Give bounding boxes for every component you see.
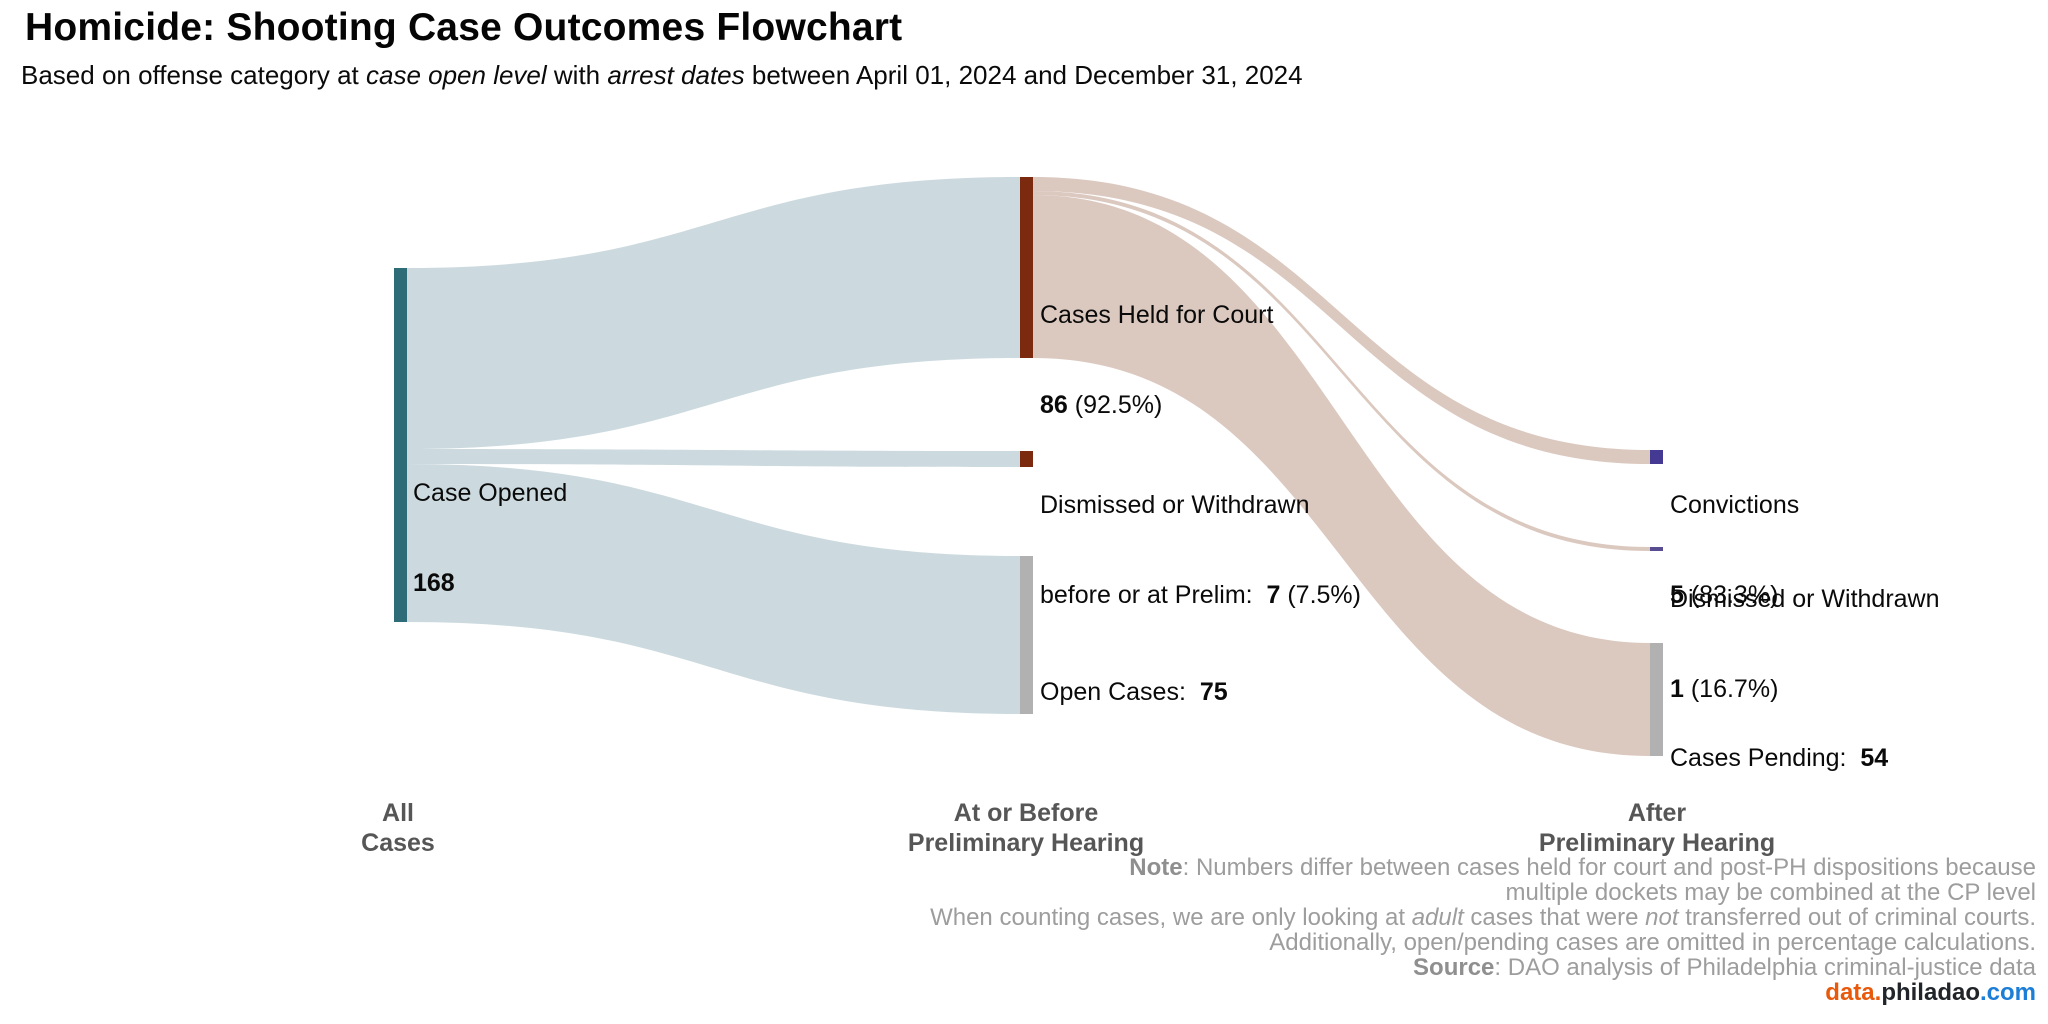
label-case-opened-title: Case Opened [413,479,568,507]
flow-case_opened-to-dism_prelim [407,449,1020,467]
label-dismissed-prelim-pct: (7.5%) [1280,581,1361,609]
label-case-opened: Case Opened 168 [413,418,567,658]
axis-all-line2: Cases [361,829,435,857]
footnotes: Note: Numbers differ between cases held … [930,855,2036,1005]
label-dismissed-after: Dismissed or Withdrawn 1 (16.7%) [1670,524,1940,764]
label-cases-pending: Cases Pending: 54 [1670,683,1888,833]
note-line-1-text: : Numbers differ between cases held for … [1182,854,2036,881]
note-line-3-post: transferred out of criminal courts. [1678,904,2036,931]
label-held-for-court: Cases Held for Court 86 (92.5%) [1040,240,1273,480]
label-convictions: Convictions 5 (83.3%) [1670,430,1799,670]
note-line-3-pre: When counting cases, we are only looking… [930,904,1412,931]
flow-case_opened-to-held [407,177,1020,449]
label-dismissed-after-value: 1 [1670,675,1684,703]
note-line-3: When counting cases, we are only looking… [930,905,2036,930]
label-held-value: 86 [1040,391,1068,419]
page-subtitle: Based on offense category at case open l… [21,60,1303,91]
flow-held-to-convictions [1033,177,1650,464]
label-dismissed-after-title: Dismissed or Withdrawn [1670,585,1940,613]
label-held-pct: (92.5%) [1067,391,1163,419]
node-dism_after [1650,547,1663,551]
label-convictions-value: 5 [1670,581,1684,609]
label-dismissed-after-pct: (16.7%) [1683,675,1779,703]
node-case_opened [394,268,407,622]
label-dismissed-prelim: Dismissed or Withdrawn before or at Prel… [1040,430,1361,670]
axis-label-all-cases: All Cases [298,798,498,858]
source-line-text: : DAO analysis of Philadelphia criminal-… [1494,954,2036,981]
page-title: Homicide: Shooting Case Outcomes Flowcha… [25,6,903,49]
label-held-stats: 86 (92.5%) [1040,390,1273,420]
label-case-opened-value: 168 [413,569,455,597]
brand-link[interactable]: data.philadao.com [930,980,2036,1005]
subtitle-italic-2: arrest dates [607,60,745,90]
axis-all-line1: All [382,799,414,827]
node-open_cases [1020,556,1033,714]
note-line-3-italic-2: not [1645,904,1679,931]
label-convictions-stats: 5 (83.3%) [1670,580,1799,610]
flow-case_opened-to-open_cases [407,464,1020,714]
label-dismissed-prelim-line2: before or at Prelim: 7 (7.5%) [1040,580,1361,610]
axis-label-after-prelim: After Preliminary Hearing [1457,798,1857,858]
label-dismissed-after-stats: 1 (16.7%) [1670,674,1940,704]
node-held [1020,177,1033,358]
subtitle-text-post: between April 01, 2024 and December 31, … [744,60,1303,90]
subtitle-italic-1: case open level [365,60,547,90]
subtitle-text-mid: with [546,60,608,90]
axis-after-line1: After [1627,799,1687,827]
brand-data-part: data. [1825,979,1882,1006]
note-line-2: multiple dockets may be combined at the … [1505,879,2037,906]
brand-name-part: philadao [1881,979,1980,1006]
note-label: Note [1129,854,1183,881]
note-line-4: Additionally, open/pending cases are omi… [1269,929,2036,956]
label-convictions-pct: (83.3%) [1683,581,1779,609]
flow-held-to-dism_after [1033,191,1650,551]
label-dismissed-prelim-line1: Dismissed or Withdrawn [1040,491,1310,519]
note-line-1: Note: Numbers differ between cases held … [930,855,2036,880]
label-open-cases: Open Cases: 75 [1040,617,1228,767]
axis-label-at-before-prelim: At or Before Preliminary Hearing [826,798,1226,858]
axis-prelim-line2: Preliminary Hearing [907,829,1145,857]
label-convictions-title: Convictions [1670,491,1800,519]
label-open-cases-line: Open Cases: 75 [1040,677,1228,707]
label-dismissed-prelim-value: 7 [1266,581,1281,609]
source-label: Source [1413,954,1495,981]
note-line-3-italic-1: adult [1411,904,1464,931]
label-held-title: Cases Held for Court [1040,301,1274,329]
axis-after-line2: Preliminary Hearing [1538,829,1776,857]
source-line: Source: DAO analysis of Philadelphia cri… [930,955,2036,980]
subtitle-text: Based on offense category at [21,60,366,90]
brand-com-part: .com [1979,979,2036,1006]
label-open-cases-pre: Open Cases: [1040,678,1200,706]
axis-prelim-line1: At or Before [953,799,1099,827]
label-cases-pending-value: 54 [1860,744,1889,772]
node-dism_prelim [1020,451,1033,467]
label-dismissed-prelim-pre: before or at Prelim: [1040,581,1267,609]
label-cases-pending-pre: Cases Pending: [1670,744,1861,772]
label-open-cases-value: 75 [1199,678,1228,706]
note-line-3-mid: cases that were [1463,904,1646,931]
label-cases-pending-line: Cases Pending: 54 [1670,743,1888,773]
node-pending [1650,643,1663,756]
flow-held-to-pending [1033,195,1650,756]
node-convictions [1650,450,1663,464]
